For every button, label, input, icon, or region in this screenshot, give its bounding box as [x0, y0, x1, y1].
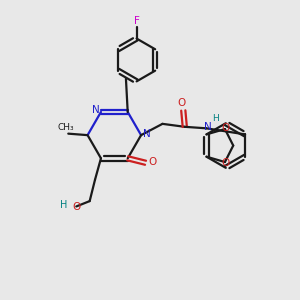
Text: N: N — [142, 129, 150, 139]
Text: N: N — [92, 106, 100, 116]
Text: O: O — [222, 123, 230, 133]
Text: CH₃: CH₃ — [58, 123, 74, 132]
Text: F: F — [134, 16, 140, 26]
Text: H: H — [212, 114, 218, 123]
Text: O: O — [72, 202, 80, 212]
Text: H: H — [60, 200, 68, 210]
Text: O: O — [149, 157, 157, 167]
Text: O: O — [222, 158, 230, 168]
Text: O: O — [178, 98, 186, 108]
Text: N: N — [204, 122, 212, 132]
